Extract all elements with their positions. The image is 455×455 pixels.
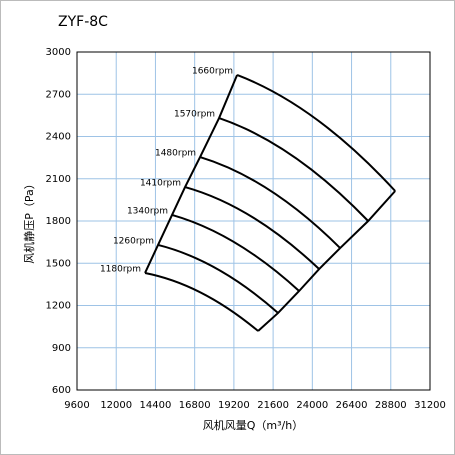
rpm-curve [236,74,396,192]
rpm-curve [144,271,259,332]
x-tick-label: 14400 [140,400,172,411]
x-axis-label: 风机风量Q（m³/h） [203,418,303,432]
y-tick-label: 2700 [46,89,71,100]
y-tick-label: 1800 [46,216,71,227]
y-tick-label: 2400 [46,132,71,143]
plot-border [76,51,431,391]
y-tick-label: 2100 [46,174,71,185]
curve-label: 1410rpm [140,179,181,189]
curve-label: 1180rpm [100,264,141,274]
rpm-curve [218,117,369,222]
x-tick-label: 21600 [257,400,289,411]
rpm-curve [184,186,320,270]
chart-title: ZYF-8C [58,14,108,30]
x-tick-label: 19200 [218,400,250,411]
y-tick-label: 600 [52,385,71,396]
y-tick-label: 1500 [46,258,71,269]
x-tick-label: 24000 [296,400,328,411]
x-tick-label: 26400 [336,400,368,411]
rpm-curve [157,243,279,314]
y-axis-label: 风机静压P（Pa） [22,178,36,264]
y-tick-label: 1200 [46,301,71,312]
y-tick-label: 900 [52,343,71,354]
curve-label: 1570rpm [174,110,215,120]
x-tick-label: 9600 [64,400,89,411]
curve-label: 1340rpm [127,206,168,216]
x-tick-label: 28800 [375,400,407,411]
boundary-line [257,190,396,332]
curve-label: 1480rpm [155,149,196,159]
rpm-curve [171,213,300,292]
x-tick-label: 12000 [100,400,132,411]
rpm-curve [199,156,341,249]
boundary-line [144,74,239,274]
x-tick-label: 31200 [414,400,446,411]
curve-label: 1260rpm [113,236,154,246]
x-tick-label: 16800 [179,400,211,411]
curve-label: 1660rpm [192,66,233,76]
y-tick-label: 3000 [46,47,71,58]
